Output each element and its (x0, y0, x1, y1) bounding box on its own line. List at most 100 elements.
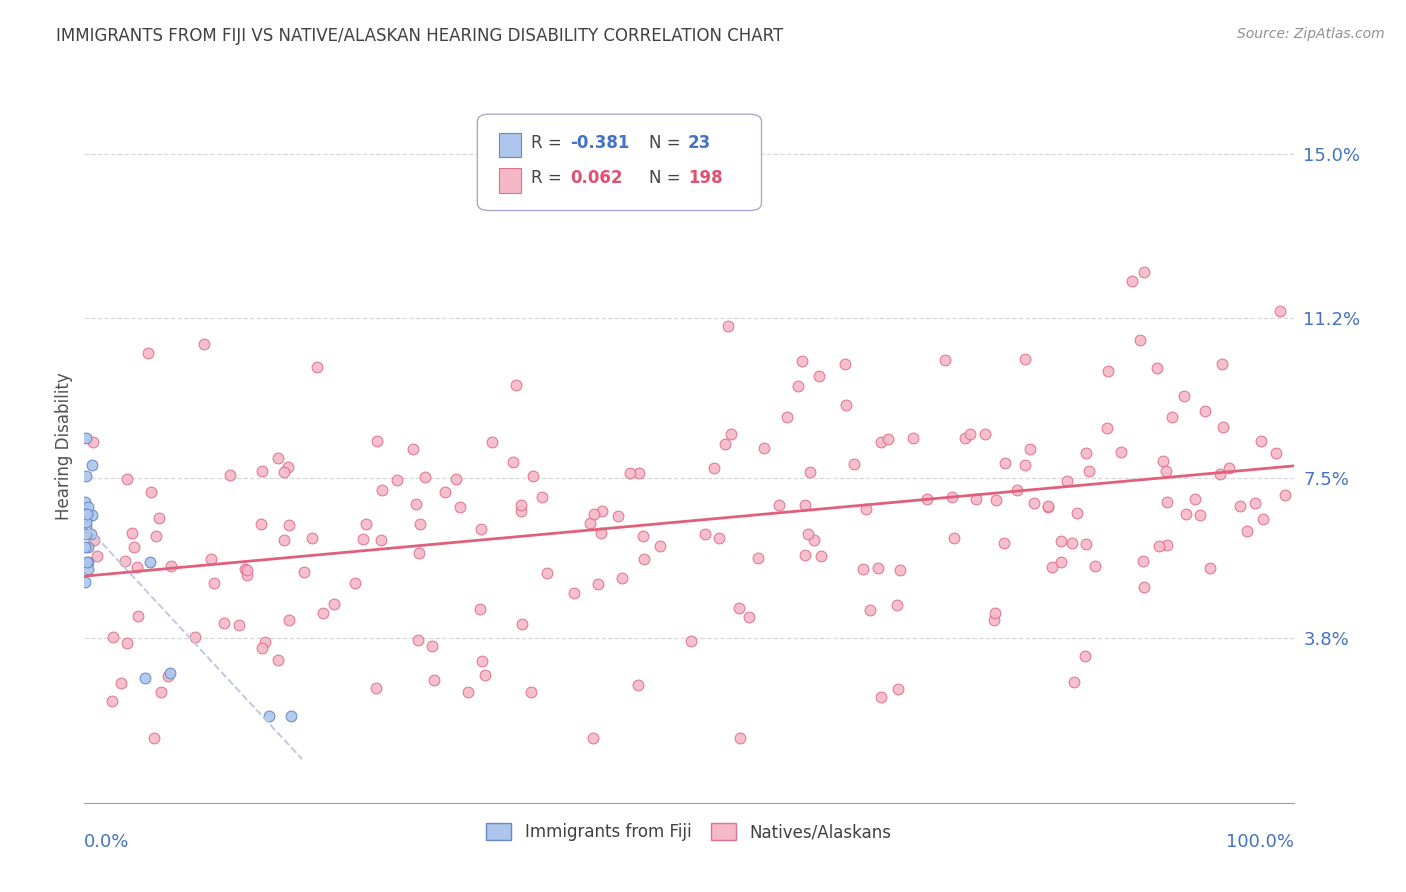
Point (1199, 561, 1222, 575)
Point (738, 610, 761, 624)
Point (1019, 442, 1042, 456)
Point (145, 529, 167, 543)
Point (80, 508, 103, 522)
Point (1097, 364, 1119, 378)
Point (77, 555, 100, 569)
Point (1236, 524, 1258, 539)
Point (1005, 483, 1028, 498)
Point (127, 608, 149, 623)
Point (75, 574, 97, 589)
Point (834, 357, 856, 371)
Point (122, 540, 145, 554)
Point (1209, 467, 1232, 482)
Point (301, 531, 323, 545)
Point (76, 507, 98, 521)
Point (73, 540, 96, 554)
Point (994, 456, 1017, 470)
Point (117, 472, 139, 486)
Point (586, 577, 609, 591)
Point (1149, 539, 1171, 553)
Point (254, 635, 277, 649)
Point (75, 431, 97, 445)
Text: 23: 23 (688, 134, 711, 152)
Point (1156, 538, 1178, 552)
Point (752, 442, 775, 456)
Point (591, 504, 613, 518)
Point (121, 525, 143, 540)
Point (859, 603, 882, 617)
Point (505, 377, 527, 392)
Point (730, 731, 752, 745)
Point (1014, 458, 1036, 473)
Point (1040, 560, 1063, 574)
Point (1264, 446, 1286, 460)
Point (474, 668, 496, 682)
Point (471, 654, 494, 668)
Point (193, 336, 215, 351)
Text: 0.062: 0.062 (571, 169, 623, 187)
Point (1121, 274, 1143, 288)
Point (233, 562, 256, 576)
Point (408, 546, 430, 560)
Point (252, 464, 274, 478)
Point (633, 552, 655, 566)
Point (150, 685, 173, 699)
Point (768, 498, 790, 512)
Point (1063, 675, 1085, 690)
Point (1152, 454, 1174, 468)
Text: N =: N = (650, 134, 686, 152)
Point (371, 483, 394, 497)
Point (983, 614, 1005, 628)
Point (408, 632, 430, 647)
FancyBboxPatch shape (499, 133, 520, 157)
Point (728, 601, 751, 615)
Point (1074, 446, 1097, 460)
Point (1161, 409, 1184, 424)
Point (77, 500, 100, 514)
Point (273, 533, 295, 547)
Point (787, 379, 810, 393)
Point (870, 690, 893, 705)
Point (1253, 512, 1275, 526)
Point (707, 531, 730, 545)
Point (1188, 508, 1211, 522)
Point (1128, 333, 1150, 347)
Text: IMMIGRANTS FROM FIJI VS NATIVE/ALASKAN HEARING DISABILITY CORRELATION CHART: IMMIGRANTS FROM FIJI VS NATIVE/ALASKAN H… (56, 27, 783, 45)
Text: N =: N = (650, 169, 686, 187)
Point (73, 495, 96, 509)
Point (75, 507, 97, 521)
Point (589, 526, 612, 541)
Point (385, 473, 408, 487)
Point (139, 555, 162, 569)
Point (184, 630, 207, 644)
Point (75, 515, 97, 529)
Point (886, 599, 908, 613)
Point (1173, 389, 1195, 403)
Point (82, 434, 104, 449)
Point (433, 485, 456, 500)
Point (648, 539, 671, 553)
Point (793, 548, 815, 562)
Point (352, 532, 374, 546)
Point (1229, 499, 1251, 513)
Point (965, 492, 987, 507)
Text: 100.0%: 100.0% (1226, 833, 1294, 851)
Point (607, 509, 630, 524)
FancyBboxPatch shape (478, 114, 762, 211)
Point (277, 459, 299, 474)
Text: -0.381: -0.381 (571, 134, 630, 152)
Point (86, 549, 108, 564)
Text: 0.0%: 0.0% (84, 833, 129, 851)
Point (681, 634, 703, 648)
Point (267, 653, 290, 667)
Point (249, 516, 271, 531)
Point (402, 442, 425, 456)
Point (1244, 496, 1267, 510)
Point (522, 469, 544, 483)
Point (114, 554, 136, 568)
Point (1036, 499, 1059, 513)
Point (1095, 421, 1118, 435)
Point (509, 503, 531, 517)
Point (579, 516, 602, 530)
Point (257, 709, 280, 723)
